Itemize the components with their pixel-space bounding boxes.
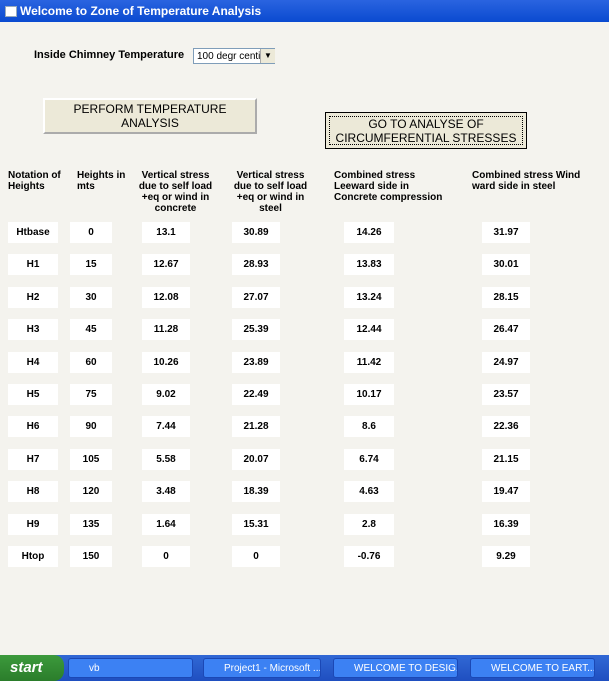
value-cell[interactable]: 135 xyxy=(70,513,112,535)
value-cell[interactable]: 4.63 xyxy=(344,481,394,503)
perform-button[interactable]: PERFORM TEMPERATURE ANALYSIS xyxy=(43,98,257,134)
value-cell[interactable]: 15 xyxy=(70,254,112,276)
notation-cell[interactable]: Htbase xyxy=(8,222,58,243)
value-cell[interactable]: 0 xyxy=(70,222,112,243)
notation-cell[interactable]: H3 xyxy=(8,319,58,341)
value-cell[interactable]: 18.39 xyxy=(232,481,280,503)
title-bar: Welcome to Zone of Temperature Analysis xyxy=(0,0,609,22)
value-cell[interactable]: -0.76 xyxy=(344,546,394,567)
value-cell[interactable]: 0 xyxy=(142,546,190,567)
column-header: Vertical stress due to self load +eq or … xyxy=(233,170,308,214)
value-cell[interactable]: 75 xyxy=(70,384,112,405)
taskbar-item[interactable]: vb xyxy=(68,658,193,678)
temperature-label: Inside Chimney Temperature xyxy=(34,49,185,61)
value-cell[interactable]: 13.83 xyxy=(344,254,394,276)
notation-cell[interactable]: H9 xyxy=(8,513,58,535)
analyse-button[interactable]: GO TO ANALYSE OF CIRCUMFERENTIAL STRESSE… xyxy=(325,112,527,149)
column-header: Combined stress Wind ward side in steel xyxy=(472,170,581,192)
value-cell[interactable]: 15.31 xyxy=(232,513,280,535)
value-cell[interactable]: 60 xyxy=(70,351,112,373)
value-cell[interactable]: 1.64 xyxy=(142,513,190,535)
notation-cell[interactable]: H4 xyxy=(8,351,58,373)
value-cell[interactable]: 9.02 xyxy=(142,384,190,405)
window-icon xyxy=(5,6,17,17)
column-header: Combined stress Leeward side in Concrete… xyxy=(334,170,443,203)
value-cell[interactable]: 26.47 xyxy=(482,319,530,341)
temperature-select[interactable]: 100 degr centi xyxy=(193,48,275,64)
value-cell[interactable]: 11.28 xyxy=(142,319,190,341)
notation-cell[interactable]: H6 xyxy=(8,416,58,438)
column-header: Vertical stress due to self load +eq or … xyxy=(138,170,213,214)
notation-cell[interactable]: H5 xyxy=(8,384,58,405)
value-cell[interactable]: 19.47 xyxy=(482,481,530,503)
notation-cell[interactable]: H2 xyxy=(8,286,58,308)
value-cell[interactable]: 11.42 xyxy=(344,351,394,373)
notation-cell[interactable]: H8 xyxy=(8,481,58,503)
value-cell[interactable]: 22.36 xyxy=(482,416,530,438)
value-cell[interactable]: 31.97 xyxy=(482,222,530,243)
notation-cell[interactable]: H7 xyxy=(8,448,58,470)
value-cell[interactable]: 6.74 xyxy=(344,448,394,470)
value-cell[interactable]: 27.07 xyxy=(232,286,280,308)
value-cell[interactable]: 150 xyxy=(70,546,112,567)
value-cell[interactable]: 30.89 xyxy=(232,222,280,243)
value-cell[interactable]: 25.39 xyxy=(232,319,280,341)
value-cell[interactable]: 9.29 xyxy=(482,546,530,567)
dropdown-arrow[interactable]: ▼ xyxy=(260,49,275,63)
value-cell[interactable]: 12.67 xyxy=(142,254,190,276)
taskbar-item[interactable]: Project1 - Microsoft ... xyxy=(203,658,321,678)
value-cell[interactable]: 28.93 xyxy=(232,254,280,276)
value-cell[interactable]: 28.15 xyxy=(482,286,530,308)
column-header: Notation of Heights xyxy=(8,170,61,192)
value-cell[interactable]: 12.08 xyxy=(142,286,190,308)
value-cell[interactable]: 10.17 xyxy=(344,384,394,405)
value-cell[interactable]: 12.44 xyxy=(344,319,394,341)
value-cell[interactable]: 20.07 xyxy=(232,448,280,470)
value-cell[interactable]: 22.49 xyxy=(232,384,280,405)
value-cell[interactable]: 0 xyxy=(232,546,280,567)
value-cell[interactable]: 2.8 xyxy=(344,513,394,535)
value-cell[interactable]: 5.58 xyxy=(142,448,190,470)
value-cell[interactable]: 13.1 xyxy=(142,222,190,243)
value-cell[interactable]: 13.24 xyxy=(344,286,394,308)
value-cell[interactable]: 16.39 xyxy=(482,513,530,535)
value-cell[interactable]: 8.6 xyxy=(344,416,394,438)
value-cell[interactable]: 30 xyxy=(70,286,112,308)
taskbar-item[interactable]: WELCOME TO DESIG... xyxy=(333,658,458,678)
notation-cell[interactable]: Htop xyxy=(8,546,58,567)
value-cell[interactable]: 14.26 xyxy=(344,222,394,243)
value-cell[interactable]: 21.15 xyxy=(482,448,530,470)
value-cell[interactable]: 120 xyxy=(70,481,112,503)
value-cell[interactable]: 30.01 xyxy=(482,254,530,276)
value-cell[interactable]: 23.57 xyxy=(482,384,530,405)
value-cell[interactable]: 90 xyxy=(70,416,112,438)
notation-cell[interactable]: H1 xyxy=(8,254,58,276)
value-cell[interactable]: 45 xyxy=(70,319,112,341)
value-cell[interactable]: 23.89 xyxy=(232,351,280,373)
value-cell[interactable]: 105 xyxy=(70,448,112,470)
column-header: Heights in mts xyxy=(77,170,126,192)
value-cell[interactable]: 10.26 xyxy=(142,351,190,373)
start-button[interactable]: start xyxy=(0,655,64,681)
value-cell[interactable]: 7.44 xyxy=(142,416,190,438)
value-cell[interactable]: 3.48 xyxy=(142,481,190,503)
taskbar-item[interactable]: WELCOME TO EART... xyxy=(470,658,595,678)
value-cell[interactable]: 21.28 xyxy=(232,416,280,438)
value-cell[interactable]: 24.97 xyxy=(482,351,530,373)
